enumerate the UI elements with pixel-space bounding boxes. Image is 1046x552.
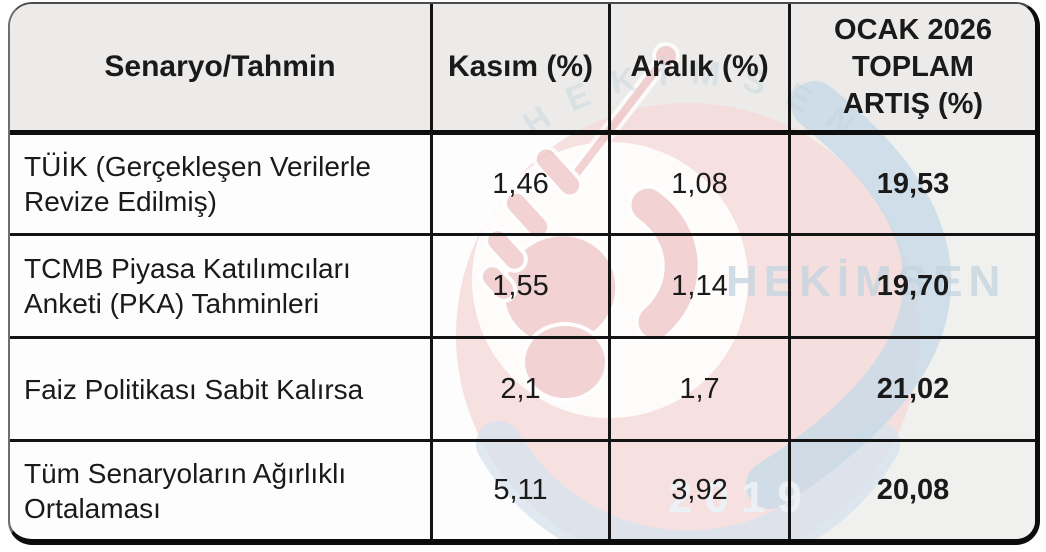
- row-tuik-total: 19,53: [788, 130, 1035, 233]
- header-row-background: [10, 4, 1035, 130]
- row-faiz-december: 1,7: [608, 336, 788, 439]
- row-tcmb-november: 1,55: [430, 233, 608, 336]
- header-total-line2: TOPLAM: [852, 50, 974, 83]
- fist-icon: [478, 42, 703, 402]
- row-tcmb-label: TCMB Piyasa Katılımcıları Anketi (PKA) T…: [10, 233, 430, 336]
- row-tcmb-december: 1,14: [608, 233, 788, 336]
- header-cell-december: Aralık (%): [608, 4, 788, 130]
- header-cell-scenario: Senaryo/Tahmin: [104, 50, 336, 83]
- row-tcmb-total: 19,70: [788, 233, 1035, 336]
- header-cell-november: Kasım (%): [430, 4, 608, 130]
- watermark-brand-text: HEKİMSEN: [726, 257, 1006, 306]
- row-tuik-december: 1,08: [608, 130, 788, 233]
- header-total-line3: ARTIŞ (%): [842, 87, 984, 120]
- row-tuik-november: 1,46: [430, 130, 608, 233]
- row-ortalama-november: 5,11: [430, 439, 608, 539]
- row-tuik-label: TÜİK (Gerçekleşen Verilerle Revize Edilm…: [10, 130, 430, 233]
- row-faiz-label: Faiz Politikası Sabit Kalırsa: [10, 336, 430, 439]
- crescent-icon: [746, 81, 952, 509]
- row-ortalama-december: 3,92: [608, 439, 788, 539]
- hekimsen-logo-watermark: HEKİMSEN HEKİMSEN 2019: [456, 42, 1006, 539]
- watermark-year-text: 2019: [668, 473, 814, 522]
- row-ortalama-total: 20,08: [788, 439, 1035, 539]
- table-card: HEKİMSEN HEKİMSEN 2019 Senaryo/Tahmin Ka…: [8, 2, 1040, 545]
- header-total-line1: OCAK 2026: [834, 13, 992, 46]
- row-faiz-november: 2,1: [430, 336, 608, 439]
- watermark-ring-arc: [476, 421, 900, 539]
- row-faiz-total: 21,02: [788, 336, 1035, 439]
- scenario-table: Senaryo/Tahmin Kasım (%) Aralık (%) OCAK…: [10, 4, 1035, 539]
- row-ortalama-label: Tüm Senaryoların Ağırlıklı Ortalaması: [10, 439, 430, 539]
- header-cell-total: OCAK 2026 TOPLAM ARTIŞ (%): [788, 4, 1035, 130]
